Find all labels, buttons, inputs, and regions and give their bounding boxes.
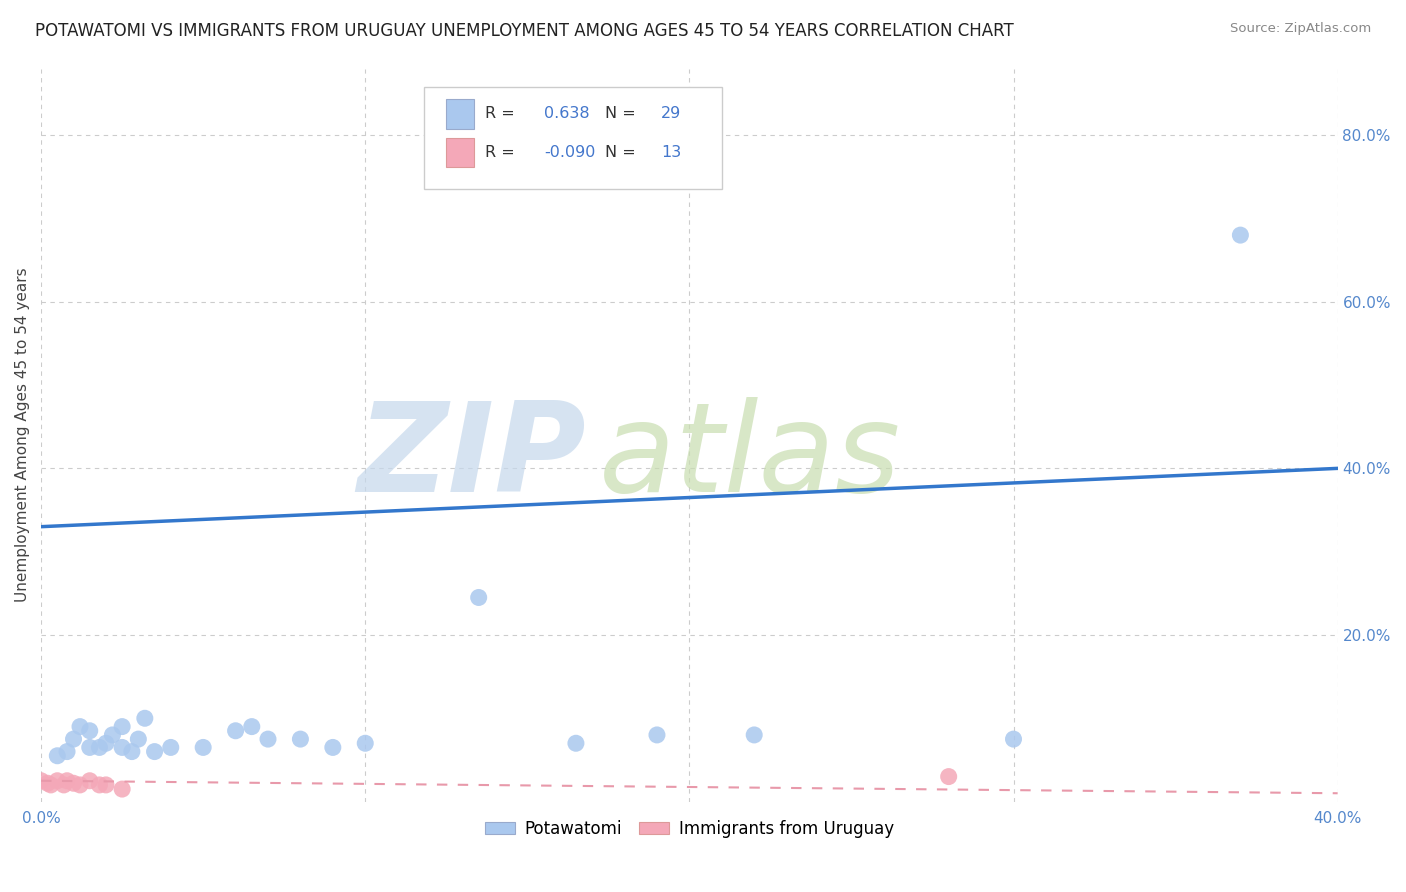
Point [46, 748, 69, 763]
Text: N =: N = [605, 106, 641, 121]
Legend: Potawatomi, Immigrants from Uruguay: Potawatomi, Immigrants from Uruguay [478, 814, 901, 845]
Point [354, 736, 377, 750]
Point [645, 728, 668, 742]
Point [159, 740, 181, 755]
Point [143, 745, 166, 759]
Point [467, 591, 489, 605]
Point [111, 720, 134, 734]
Point [62, 732, 84, 747]
Point [56, 773, 79, 788]
Point [30, 773, 52, 788]
Point [127, 732, 149, 747]
FancyBboxPatch shape [423, 87, 721, 189]
FancyBboxPatch shape [446, 138, 474, 168]
Text: R =: R = [485, 145, 519, 161]
Point [39, 778, 62, 792]
Point [94, 778, 117, 792]
Point [322, 740, 344, 755]
Text: POTAWATOMI VS IMMIGRANTS FROM URUGUAY UNEMPLOYMENT AMONG AGES 45 TO 54 YEARS COR: POTAWATOMI VS IMMIGRANTS FROM URUGUAY UN… [35, 22, 1014, 40]
Point [1229, 228, 1251, 243]
FancyBboxPatch shape [446, 99, 474, 128]
Point [193, 740, 215, 755]
Point [94, 736, 117, 750]
Point [101, 728, 124, 742]
Point [56, 745, 79, 759]
Point [240, 720, 263, 734]
Point [79, 773, 101, 788]
Text: 13: 13 [661, 145, 681, 161]
Point [742, 728, 765, 742]
Point [121, 745, 143, 759]
Point [290, 732, 312, 747]
Text: -0.090: -0.090 [544, 145, 596, 161]
Text: Source: ZipAtlas.com: Source: ZipAtlas.com [1230, 22, 1371, 36]
Point [89, 740, 111, 755]
Point [69, 720, 91, 734]
Point [79, 723, 101, 738]
Text: atlas: atlas [599, 397, 901, 517]
Text: 0.638: 0.638 [544, 106, 589, 121]
Point [46, 773, 69, 788]
Text: N =: N = [605, 145, 641, 161]
Point [79, 740, 101, 755]
Point [225, 723, 247, 738]
Text: 29: 29 [661, 106, 681, 121]
Point [938, 770, 960, 784]
Point [89, 778, 111, 792]
Point [111, 782, 134, 797]
Point [52, 778, 75, 792]
Point [69, 778, 91, 792]
Y-axis label: Unemployment Among Ages 45 to 54 years: Unemployment Among Ages 45 to 54 years [15, 268, 30, 602]
Point [37, 776, 59, 790]
Point [111, 740, 134, 755]
Point [1002, 732, 1025, 747]
Point [565, 736, 588, 750]
Point [257, 732, 280, 747]
Point [62, 776, 84, 790]
Text: ZIP: ZIP [357, 397, 586, 517]
Point [134, 711, 156, 725]
Text: R =: R = [485, 106, 519, 121]
